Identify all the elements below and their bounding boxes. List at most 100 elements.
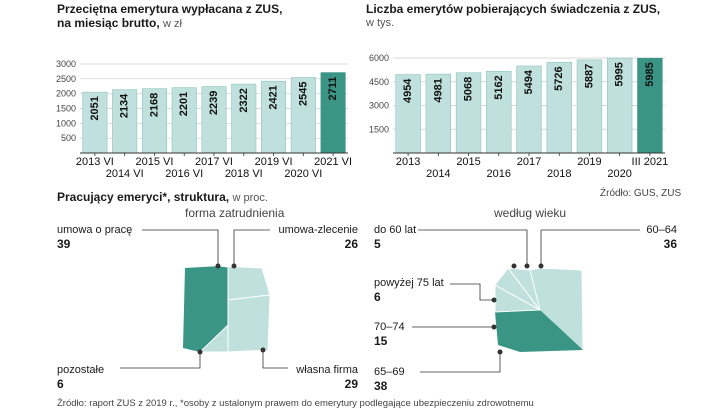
bar (455, 72, 482, 154)
chart2-title-block: Liczba emerytów pobierających świadczeni… (366, 2, 660, 30)
pie1-label-text: pozostałe (57, 364, 105, 376)
chart2-unit: w tys. (366, 17, 395, 29)
pie2-dot-70-74 (491, 324, 497, 330)
bar-value-label: 2545 (297, 81, 309, 105)
y-tick-label: 3000 (56, 59, 76, 69)
pie2-leader-powyzej-75 (450, 283, 494, 301)
bar-value-label: 4981 (432, 78, 444, 102)
pie1-title: forma zatrudnienia (185, 206, 285, 220)
pie2-dot-do-60 (524, 263, 530, 269)
bar (516, 65, 542, 154)
bar (546, 62, 572, 154)
x-tick-label: 2015 VI (135, 156, 173, 168)
bar-value-label: 2051 (89, 96, 101, 120)
pie2-label-text: 60–64 (646, 224, 677, 236)
x-tick-label: 2014 (426, 168, 450, 180)
pie2-dot-65-69 (497, 349, 503, 355)
retirees-bar-chart: 6000 4500 3000 1500 4954 2013 4981 2014 5068 2015… (369, 53, 668, 180)
pie2-value: 6 (374, 290, 381, 304)
pie2-label-65-69: 65–69 38 (374, 366, 405, 393)
y-tick-label: 4500 (369, 77, 389, 87)
bar (606, 57, 633, 154)
pie2-label-text: 65–69 (374, 366, 405, 378)
pie2-value: 5 (374, 237, 381, 251)
pie1-dot-wlasna-firma (260, 347, 266, 353)
source-top: Źródło: GUS, ZUS (600, 188, 682, 199)
chart1-title-line2: na miesiąc brutto, (57, 16, 160, 30)
bar (486, 70, 512, 154)
section-title: Pracujący emeryci*, struktura, (57, 190, 230, 204)
x-tick-label: 2018 (547, 168, 571, 180)
bar-value-label: 2421 (268, 85, 280, 109)
x-tick-label: 2019 VI (255, 156, 293, 168)
pie1-leader-pozostale (120, 352, 201, 369)
pie2-value: 15 (374, 334, 388, 348)
pie1-leader-umowa-zlecenie (233, 229, 270, 266)
x-tick-label: 2018 VI (225, 168, 263, 180)
y-tick-label: 3000 (369, 101, 389, 111)
bar-value-label: 5494 (523, 69, 535, 94)
chart1-unit: w zł (163, 18, 182, 30)
pie2-label-60-64: 60–64 36 (646, 224, 677, 251)
bar-value-label: 2239 (208, 91, 220, 115)
pie1-label-umowa-zlecenie: umowa-zlecenie 26 (279, 224, 358, 251)
y-tick-label: 2500 (56, 74, 76, 84)
pie1-label-wlasna-firma: własna firma 29 (296, 364, 358, 391)
bar (395, 74, 421, 154)
pie2-dot-extra (511, 263, 517, 269)
y-tick-label: 1000 (56, 118, 76, 128)
bar-value-label: 2201 (178, 92, 190, 116)
bar-value-label: 5726 (553, 66, 565, 90)
pie2-dot-powyzej-75 (491, 297, 497, 303)
y-tick-label: 500 (61, 133, 76, 143)
pie2-slice-do-60 (506, 267, 541, 311)
chart1-title: Przeciętna emerytura wypłacana z ZUS, (57, 2, 283, 16)
pie2-label-text: do 60 lat (374, 224, 417, 236)
pie1-label-text: własna firma (296, 364, 358, 376)
bar-value-label: 5995 (614, 62, 626, 86)
bar (425, 73, 452, 154)
bar (637, 57, 663, 154)
x-tick-label: 2015 (456, 156, 480, 168)
x-tick-label: 2013 (396, 156, 420, 168)
pie1-label-umowa-o-prace: umowa o pracę 39 (57, 224, 132, 251)
pie2-leader-60-64 (540, 229, 640, 266)
pie2-leader-do-60 (418, 229, 528, 266)
bar-value-label: 2322 (238, 88, 250, 112)
y-tick-label: 1500 (369, 124, 389, 134)
bar-value-label: 2134 (119, 93, 131, 118)
pie2-label-text: 70–74 (374, 321, 405, 333)
x-tick-label: 2013 VI (76, 156, 114, 168)
pie1-dot-umowa-zlecenie (231, 263, 237, 269)
bar (82, 91, 108, 154)
pie2-label-text: powyżej 75 lat (374, 277, 444, 289)
bar-value-label: 5068 (463, 77, 475, 101)
bar-value-label: 4954 (402, 78, 414, 103)
y-tick-label: 2000 (56, 89, 76, 99)
pension-bar-chart: 3000 2500 2000 1500 1000 500 2051 2013 VI 2134 20… (56, 59, 352, 180)
section-title-block: Pracujący emeryci*, struktura, w proc. (57, 190, 268, 205)
pie1-label-text: umowa-zlecenie (278, 224, 358, 236)
pie1-value: 39 (57, 237, 71, 251)
pie2-label-70-74: 70–74 15 (374, 321, 405, 348)
chart2-title: Liczba emerytów pobierających świadczeni… (366, 2, 661, 16)
x-tick-label: 2017 VI (195, 156, 233, 168)
source-bottom: Źródło: raport ZUS z 2019 r., *osoby z u… (57, 398, 534, 409)
pie1-leader-umowa-o-prace (142, 229, 219, 266)
x-tick-label: 2020 VI (284, 168, 322, 180)
pie1-label-pozostale: pozostałe 6 (57, 364, 104, 391)
x-tick-label: 2016 (487, 168, 511, 180)
bar-value-label: 2711 (327, 77, 339, 101)
x-tick-label: 2014 VI (106, 168, 144, 180)
pie2-slice-65-69 (495, 310, 583, 352)
section-unit: w proc. (232, 192, 268, 204)
x-tick-label: 2021 VI (314, 156, 352, 168)
pie2-label-do-60: do 60 lat 5 (374, 224, 416, 251)
bar-value-label: 5162 (493, 75, 505, 99)
bar-value-label: 2168 (148, 93, 160, 117)
bar (261, 80, 287, 154)
pie1-slice-wlasna-firma (227, 294, 271, 353)
bar-value-label: 5887 (583, 64, 595, 88)
y-tick-label: 6000 (369, 53, 389, 63)
pie1-dot-pozostale (197, 349, 203, 355)
